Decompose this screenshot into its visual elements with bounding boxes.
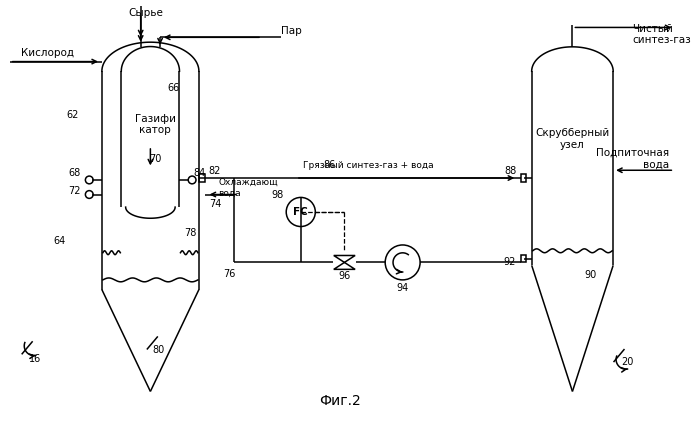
Text: 20: 20	[621, 357, 633, 368]
Text: 16: 16	[29, 354, 41, 365]
Text: 64: 64	[53, 236, 66, 246]
Text: 72: 72	[68, 186, 80, 196]
Text: Охлаждающ
вода: Охлаждающ вода	[218, 178, 278, 197]
Text: 70: 70	[149, 154, 161, 164]
Bar	[521, 254, 526, 262]
Circle shape	[286, 197, 315, 227]
Text: 92: 92	[504, 257, 516, 268]
Text: Подпиточная
вода: Подпиточная вода	[596, 148, 670, 169]
Text: FC: FC	[294, 207, 308, 217]
Circle shape	[385, 245, 420, 280]
Text: 68: 68	[69, 168, 80, 178]
Text: 76: 76	[223, 269, 235, 279]
Text: 90: 90	[584, 270, 596, 280]
Bar	[521, 174, 526, 182]
Text: 88: 88	[504, 166, 516, 176]
Text: Кислород: Кислород	[22, 48, 74, 58]
Text: 62: 62	[66, 110, 78, 120]
Text: Пар: Пар	[282, 26, 302, 35]
Text: Грязный синтез-газ + вода: Грязный синтез-газ + вода	[303, 161, 434, 170]
Text: 78: 78	[185, 228, 196, 238]
Text: Газифи
катор: Газифи катор	[135, 114, 175, 135]
Text: 84: 84	[193, 168, 206, 178]
Text: 98: 98	[271, 189, 283, 200]
Text: 82: 82	[208, 166, 221, 176]
Text: Скрубберный
узел: Скрубберный узел	[535, 128, 610, 150]
Text: Фиг.2: Фиг.2	[319, 394, 361, 408]
Text: 66: 66	[168, 83, 180, 93]
Text: Чистый
синтез-газ: Чистый синтез-газ	[633, 24, 691, 45]
Text: Сырье: Сырье	[128, 8, 163, 18]
Bar	[199, 174, 205, 182]
Text: 96: 96	[338, 271, 351, 281]
Text: 74: 74	[210, 199, 222, 209]
Text: 80: 80	[152, 345, 164, 355]
Text: 86: 86	[324, 160, 336, 170]
Text: 94: 94	[396, 283, 409, 292]
